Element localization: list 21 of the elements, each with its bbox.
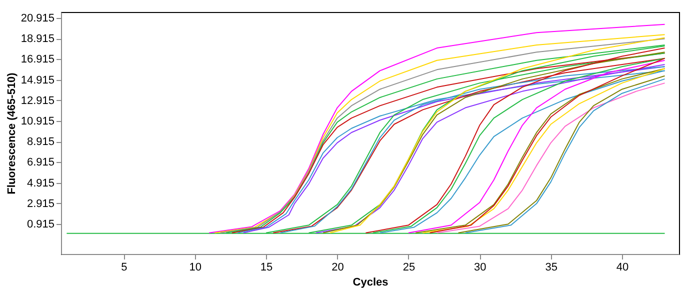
y-tick-label: 16.915 xyxy=(20,54,54,66)
x-tick-label: 15 xyxy=(260,262,273,274)
x-tick-label: 10 xyxy=(189,262,202,274)
y-tick-label: 8.915 xyxy=(26,136,54,148)
y-tick-label: 10.915 xyxy=(20,116,54,128)
x-tick-label: 25 xyxy=(402,262,416,274)
y-tick-label: 12.915 xyxy=(20,94,54,107)
x-tick-label: 30 xyxy=(474,262,486,274)
x-axis-title: Cycles xyxy=(352,276,388,288)
y-tick-label: 4.915 xyxy=(26,177,54,190)
x-tick-label: 40 xyxy=(616,262,629,274)
y-tick-label: 6.915 xyxy=(26,156,54,169)
y-tick-label: 20.915 xyxy=(20,12,54,25)
y-tick-label: 2.915 xyxy=(26,198,54,210)
y-axis-title: Fluorescence (465-510) xyxy=(6,72,18,194)
x-tick-label: 5 xyxy=(121,262,128,274)
x-tick-label: 20 xyxy=(332,262,344,274)
x-tick-label: 35 xyxy=(545,262,558,274)
y-tick-label: 0.915 xyxy=(26,218,54,230)
y-tick-label: 18.915 xyxy=(20,33,54,46)
y-tick-label: 14.915 xyxy=(20,74,54,86)
